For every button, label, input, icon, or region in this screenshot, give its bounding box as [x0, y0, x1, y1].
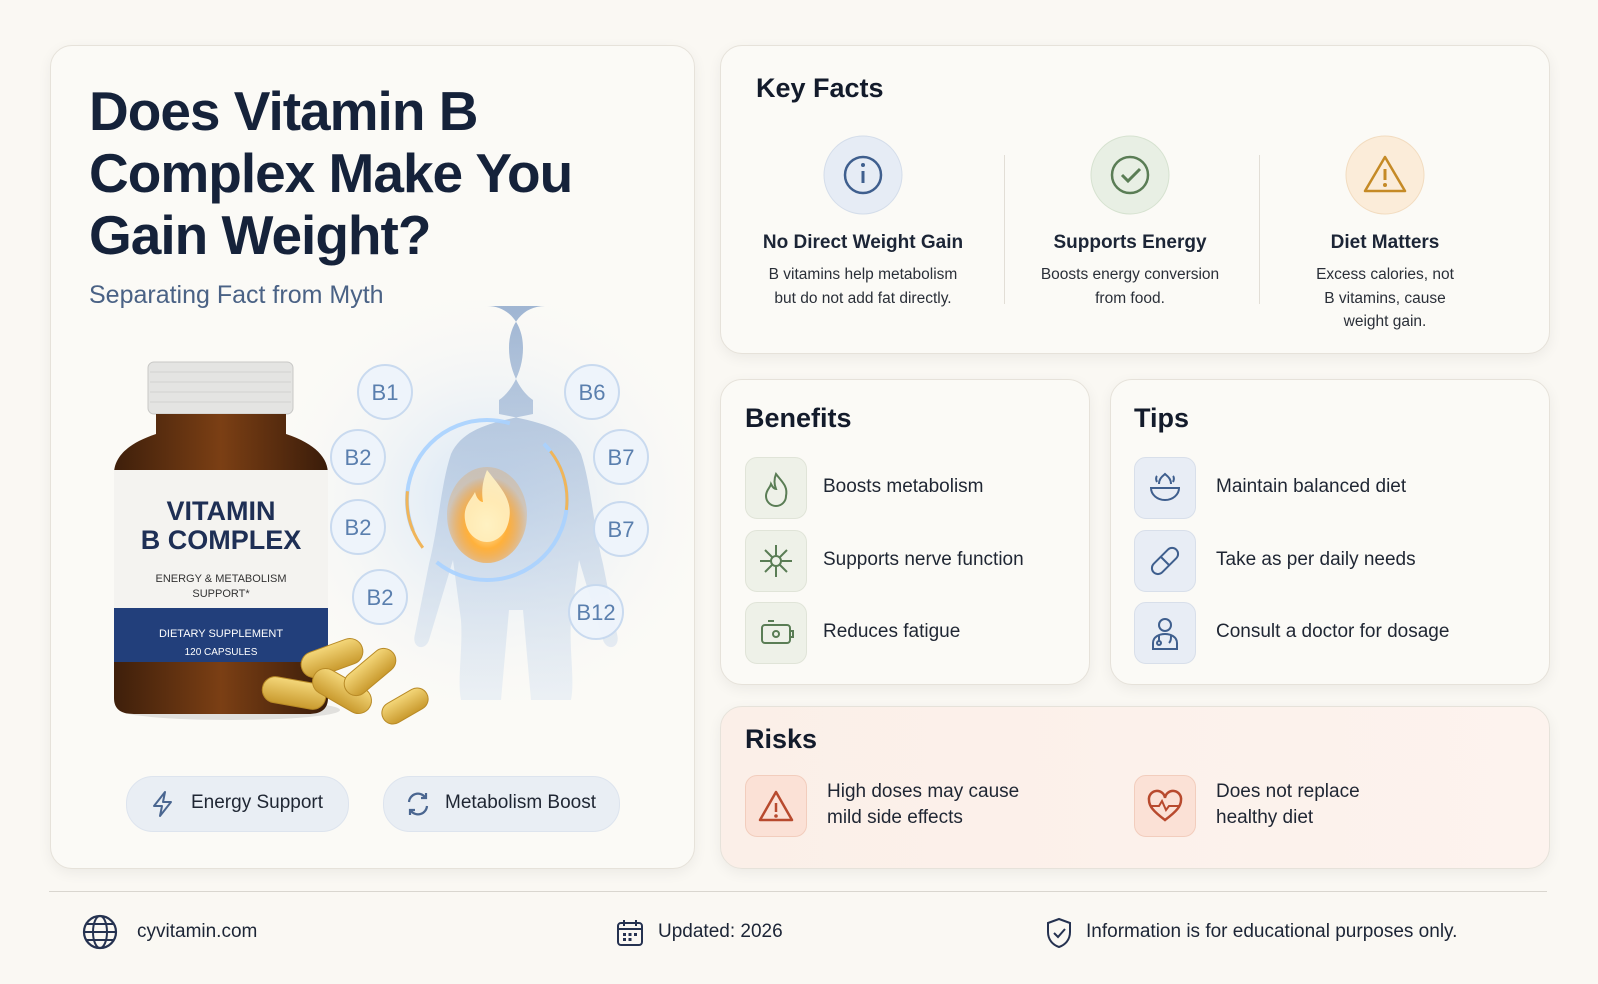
benefits-item: Boosts metabolism [823, 476, 984, 497]
bottle-tagline: ENERGY & METABOLISM [155, 573, 286, 585]
website: cyvitamin.com [137, 921, 258, 942]
fact-title: Diet Matters [1330, 232, 1440, 253]
bottle-tagline: SUPPORT* [192, 588, 250, 600]
title-line: Does Vitamin B [89, 80, 478, 142]
risk-icon [1134, 775, 1196, 837]
icon [1149, 472, 1181, 501]
divider [1004, 155, 1005, 304]
divider [1259, 155, 1260, 304]
footer-rule [49, 891, 1547, 892]
globe-icon [82, 914, 118, 950]
bottle-brand: VITAMIN [167, 496, 276, 526]
badge [126, 776, 349, 832]
tips-item: Consult a doctor for dosage [1216, 621, 1450, 642]
bottle-brand: B COMPLEX [141, 525, 302, 555]
section-title: Benefits [745, 403, 852, 433]
bottle-band: 120 CAPSULES [185, 647, 258, 658]
vitamin-bubble [593, 501, 649, 557]
title-line: Complex Make You [89, 142, 573, 204]
risk-text: Does not replace [1216, 781, 1360, 802]
illustration: VITAMIN B COMPLEX ENERGY & METABOLISM SU… [114, 300, 693, 725]
updated: Updated: 2026 [658, 921, 783, 942]
tips-icon [1134, 602, 1196, 664]
tips-item: Maintain balanced diet [1216, 476, 1407, 497]
vitamin-bubbles: B1 B2 B2 B2 B6 B7 B7 B12 [330, 364, 649, 640]
fact-title: Supports Energy [1053, 232, 1207, 253]
bottle-band: DIETARY SUPPLEMENT [159, 628, 283, 640]
vitamin-label: B7 [608, 517, 635, 542]
risk-icon [745, 775, 807, 837]
benefits-icon [745, 602, 807, 664]
fact-title: No Direct Weight Gain [762, 232, 964, 253]
vitamin-bubble [330, 429, 386, 485]
vitamin-label: B2 [345, 445, 372, 470]
vitamin-bubble [593, 429, 649, 485]
fact-text: weight gain. [1343, 313, 1427, 330]
badge [383, 776, 620, 832]
vitamin-bubble [330, 499, 386, 555]
info-icon [823, 135, 903, 215]
title-line: Gain Weight? [89, 204, 431, 266]
badge-label: Metabolism Boost [445, 792, 597, 813]
vitamin-label: B12 [576, 600, 615, 625]
tips-item: Take as per daily needs [1216, 548, 1416, 570]
check-icon [1090, 135, 1170, 215]
vitamin-label: B1 [372, 380, 399, 405]
vitamin-label: B2 [345, 515, 372, 540]
subtitle: Separating Fact from Myth [89, 281, 384, 309]
tips-icon [1134, 529, 1196, 592]
icon [760, 544, 792, 577]
vitamin-label: B7 [608, 445, 635, 470]
section-title: Tips [1134, 403, 1190, 433]
fact-text: from food. [1095, 289, 1165, 307]
vitamin-bubble [564, 364, 620, 420]
bolt-icon [153, 791, 172, 817]
benefits-item: Reduces fatigue [823, 621, 961, 642]
risk-text: healthy diet [1216, 807, 1314, 828]
disclaimer: Information is for educational purposes … [1086, 921, 1458, 942]
icon [761, 620, 794, 644]
fact-text: B vitamins, cause [1324, 289, 1446, 307]
fact-text: Excess calories, not [1316, 266, 1454, 283]
calendar-icon [617, 920, 643, 946]
fact-text: Boosts energy conversion [1040, 266, 1220, 283]
vitamin-bubble [568, 584, 624, 640]
vitamin-bubble [352, 569, 408, 625]
section-title: Risks [745, 724, 818, 754]
benefits-icon [745, 457, 807, 519]
risk-text: mild side effects [827, 807, 963, 828]
vitamin-label: B6 [579, 380, 606, 405]
fact-text: but do not add fat directly. [774, 289, 952, 307]
icon [1150, 546, 1180, 575]
benefits-item: Supports nerve function [823, 548, 1024, 570]
warning-icon [1345, 135, 1425, 215]
section-title: Key Facts [756, 73, 884, 103]
badge-label: Energy Support [191, 792, 324, 813]
icon [764, 471, 788, 507]
refresh-icon [407, 792, 429, 816]
shield-icon [1047, 917, 1071, 949]
fact-text: B vitamins help metabolism [768, 266, 958, 283]
vitamin-bubble [357, 364, 413, 420]
tips-icon [1134, 457, 1196, 519]
icon [1152, 618, 1178, 650]
risk-text: High doses may cause [827, 781, 1020, 802]
benefits-icon [745, 529, 807, 592]
vitamin-label: B2 [367, 585, 394, 610]
